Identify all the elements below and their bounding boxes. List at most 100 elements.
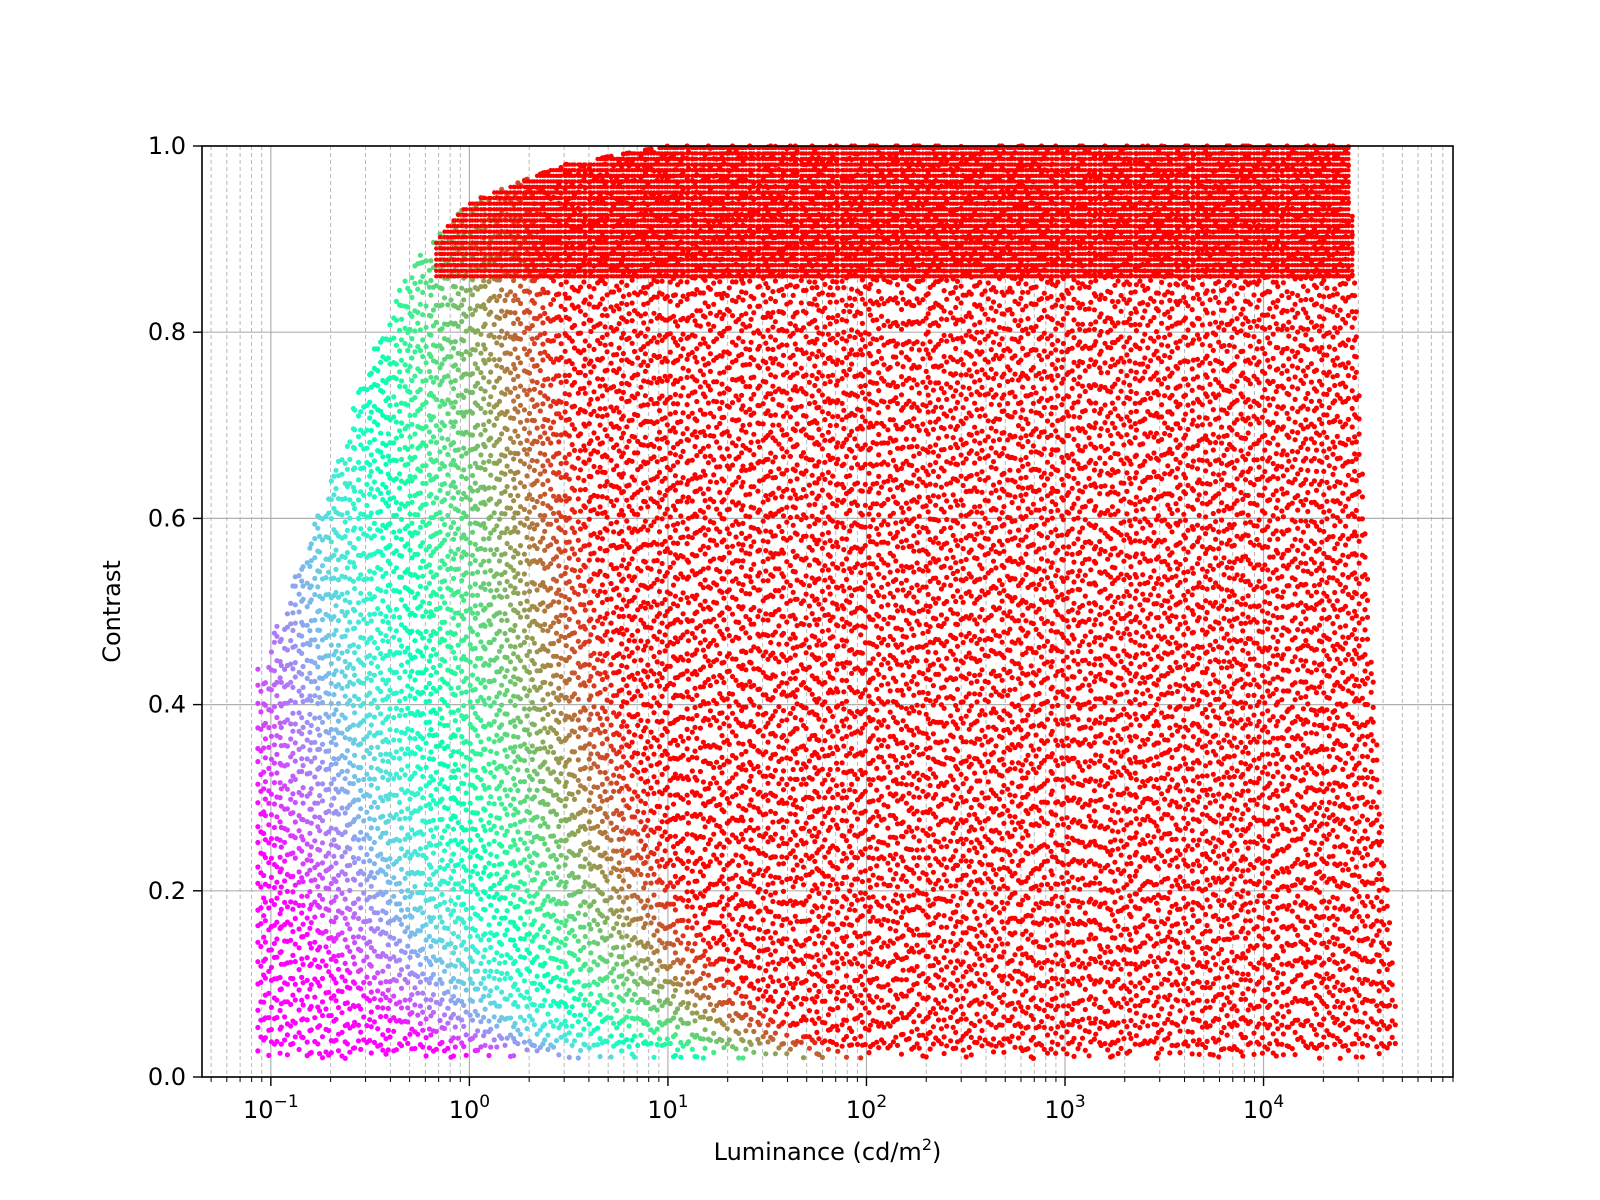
scatter-point <box>387 856 392 861</box>
scatter-point <box>255 1008 260 1013</box>
scatter-point <box>409 314 414 319</box>
scatter-point <box>255 1048 260 1053</box>
scatter-point <box>372 714 377 719</box>
scatter-point <box>464 536 469 541</box>
scatter-point <box>497 535 502 540</box>
scatter-point <box>272 761 277 766</box>
scatter-point <box>305 978 310 983</box>
scatter-point <box>320 999 325 1004</box>
scatter-point <box>424 424 429 429</box>
scatter-point <box>456 708 461 713</box>
scatter-point <box>288 698 293 703</box>
scatter-point <box>492 357 497 362</box>
scatter-point <box>494 588 499 593</box>
scatter-point <box>437 404 442 409</box>
scatter-point <box>445 452 450 457</box>
scatter-point <box>488 945 493 950</box>
scatter-point <box>453 964 458 969</box>
scatter-point <box>380 798 385 803</box>
scatter-point <box>461 981 466 986</box>
scatter-point <box>375 910 380 915</box>
scatter-point <box>397 528 402 533</box>
scatter-point <box>451 576 456 581</box>
scatter-point <box>255 864 260 869</box>
scatter-point <box>556 439 561 444</box>
scatter-point <box>505 484 510 489</box>
scatter-point <box>515 394 520 399</box>
scatter-point <box>266 725 271 730</box>
scatter-point <box>486 736 491 741</box>
scatter-point <box>336 1005 341 1010</box>
scatter-point <box>361 777 366 782</box>
scatter-point <box>473 347 478 352</box>
scatter-point <box>461 1044 466 1049</box>
scatter-point <box>483 570 488 575</box>
scatter-point <box>424 481 429 486</box>
scatter-point <box>364 1023 369 1028</box>
scatter-point <box>367 653 372 658</box>
scatter-point <box>424 344 429 349</box>
scatter-point <box>545 712 550 717</box>
scatter-point <box>508 901 513 906</box>
scatter-point <box>428 806 433 811</box>
scatter-point <box>336 719 341 724</box>
scatter-point <box>372 494 377 499</box>
scatter-point <box>456 465 461 470</box>
scatter-point <box>394 419 399 424</box>
scatter-point <box>258 980 263 985</box>
scatter-point <box>540 463 545 468</box>
scatter-point <box>464 218 468 222</box>
scatter-point <box>403 731 408 736</box>
scatter-point <box>255 824 260 829</box>
scatter-point <box>255 683 260 688</box>
scatter-point <box>532 722 537 727</box>
scatter-point <box>356 460 361 465</box>
scatter-point <box>424 258 429 263</box>
scatter-point <box>431 777 436 782</box>
scatter-point <box>478 777 483 782</box>
scatter-point <box>258 884 263 889</box>
scatter-point <box>301 801 306 806</box>
scatter-point <box>505 793 510 798</box>
scatter-point <box>347 846 352 851</box>
scatter-point <box>272 825 277 830</box>
scatter-point <box>434 360 439 365</box>
scatter-point <box>428 944 433 949</box>
scatter-point <box>343 1056 348 1061</box>
scatter-point <box>315 664 320 669</box>
scatter-point <box>527 931 532 936</box>
scatter-point <box>451 976 456 981</box>
scatter-point <box>530 1017 535 1022</box>
scatter-point <box>428 691 433 696</box>
scatter-point <box>375 988 380 993</box>
scatter-point <box>293 674 298 679</box>
scatter-point <box>397 409 402 414</box>
scatter-point <box>378 711 383 716</box>
scatter-point <box>475 423 480 428</box>
scatter-point <box>530 458 535 463</box>
scatter-point <box>352 525 357 530</box>
scatter-point <box>412 349 417 354</box>
scatter-point <box>397 972 402 977</box>
scatter-point <box>530 700 535 705</box>
scatter-point <box>331 777 336 782</box>
scatter-point <box>540 717 545 722</box>
scatter-point <box>407 474 412 479</box>
scatter-point <box>524 888 529 893</box>
scatter-point <box>431 915 436 920</box>
scatter-point <box>483 1043 488 1048</box>
scatter-point <box>339 731 344 736</box>
scatter-point <box>488 473 493 478</box>
scatter-point <box>343 978 348 983</box>
scatter-point <box>451 827 456 832</box>
scatter-point <box>535 974 540 979</box>
scatter-point <box>518 252 522 256</box>
scatter-point <box>299 910 304 915</box>
scatter-point <box>515 635 520 640</box>
scatter-point <box>347 497 352 502</box>
scatter-point <box>564 279 569 284</box>
scatter-point <box>420 274 425 279</box>
scatter-point <box>437 841 442 846</box>
scatter-point <box>439 938 444 943</box>
scatter-point <box>535 363 540 368</box>
